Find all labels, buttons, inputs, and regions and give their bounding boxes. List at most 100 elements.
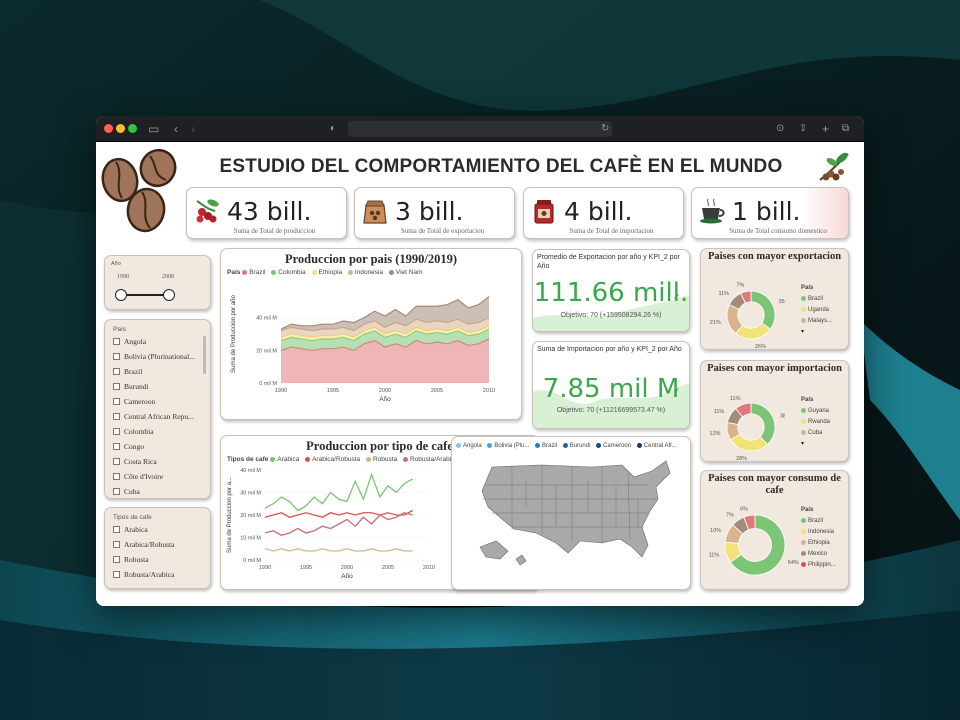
country-option[interactable]: Côte d'Ivoire xyxy=(113,471,202,486)
country-option[interactable]: Costa Rica xyxy=(113,456,202,471)
line-series-robusta[interactable] xyxy=(264,548,413,552)
donut-slice-label: 38% xyxy=(780,414,785,420)
checkbox[interactable] xyxy=(113,353,120,360)
legend-item: Central Afr... xyxy=(643,443,677,450)
country-slicer[interactable]: País Angola Bolivia (Plurinational... Br… xyxy=(104,319,211,499)
checkbox[interactable] xyxy=(113,556,120,563)
shield-icon[interactable]: ◐ xyxy=(330,123,337,134)
export-kpi-card[interactable]: Promedio de Exportacion por año y KPI_2 … xyxy=(532,249,690,332)
type-option[interactable]: Robusta xyxy=(113,554,202,569)
country-option[interactable]: Colombia xyxy=(113,426,202,441)
checkbox[interactable] xyxy=(113,398,120,405)
country-option[interactable]: Bolivia (Plurinational... xyxy=(113,351,202,366)
share-icon[interactable]: ⇪ xyxy=(799,123,808,134)
type-option[interactable]: Robusta/Arabica xyxy=(113,569,202,584)
legend-item: Indonesia xyxy=(808,529,835,535)
minimize-window-button[interactable] xyxy=(116,124,125,133)
legend-more-icon[interactable]: ▾ xyxy=(801,441,805,447)
checkbox[interactable] xyxy=(113,443,120,450)
checkbox[interactable] xyxy=(113,338,120,345)
checkbox[interactable] xyxy=(113,526,120,533)
checkbox[interactable] xyxy=(113,458,120,465)
checkbox[interactable] xyxy=(113,488,120,495)
year-slicer[interactable]: Año 1990 2008 xyxy=(104,255,211,310)
donut-slice[interactable] xyxy=(735,402,752,418)
checkbox[interactable] xyxy=(113,473,120,480)
import-donut-panel[interactable]: Paises con mayor importacion 38% 28% 12% 11… xyxy=(700,360,849,462)
kpi-card-export[interactable]: 3 bill. Suma de Total de exportacion xyxy=(354,187,515,239)
sidebar-toggle-icon[interactable]: ▭ xyxy=(148,122,160,136)
area-series-indonesia[interactable] xyxy=(281,317,489,338)
type-list: Arabica Arabica/Robusta Robusta Robusta/… xyxy=(113,524,202,584)
donut-slice[interactable] xyxy=(729,514,786,576)
x-tick-label: 1995 xyxy=(300,565,312,571)
area-series-colombia[interactable] xyxy=(281,329,489,351)
legend-item: Cuba xyxy=(808,430,823,436)
year-from-handle[interactable] xyxy=(115,289,127,301)
type-option[interactable]: Arabica xyxy=(113,524,202,539)
kpi-export-value: 3 bill. xyxy=(395,197,464,226)
forward-icon[interactable]: › xyxy=(191,122,195,136)
type-option[interactable]: Arabica/Robusta xyxy=(113,539,202,554)
country-option[interactable]: Cameroon xyxy=(113,396,202,411)
export-donut-panel[interactable]: Paises con mayor exportacion 35% 26% 21% 11… xyxy=(700,248,849,350)
country-option[interactable]: Central African Repu... xyxy=(113,411,202,426)
download-icon[interactable]: ⊙ xyxy=(776,123,785,134)
legend-item: Ethiopia xyxy=(318,269,343,276)
legend-item: Cameroon xyxy=(603,443,632,450)
production-by-country-chart[interactable]: Produccion por pais (1990/2019) País Bra… xyxy=(220,248,522,420)
consumption-donut-chart: 64% 11% 10% 7% 6% xyxy=(709,507,799,576)
area-series-line xyxy=(280,295,490,330)
back-icon[interactable]: ‹ xyxy=(174,122,178,136)
donut-slice[interactable] xyxy=(740,290,752,304)
year-to-value: 2008 xyxy=(162,274,174,280)
kpi-card-import[interactable]: 4 bill. Suma de Total de importacion xyxy=(523,187,684,239)
country-option[interactable]: Cuba xyxy=(113,486,202,501)
kpi-consumption-value: 1 bill. xyxy=(732,197,801,226)
line-series-arabica-robusta[interactable] xyxy=(264,509,413,518)
tab-overview-icon[interactable]: ⧉ xyxy=(842,123,850,134)
year-to-handle[interactable] xyxy=(163,289,175,301)
country-map[interactable]: Angola Bolivia (Plu... Brazil Burundi Ca… xyxy=(451,436,691,590)
donut-slice[interactable] xyxy=(750,402,776,446)
checkbox[interactable] xyxy=(113,571,120,578)
checkbox[interactable] xyxy=(113,541,120,548)
address-bar[interactable] xyxy=(348,121,612,137)
coffee-type-slicer[interactable]: Tipos de cafe Arabica Arabica/Robusta Ro… xyxy=(104,507,211,589)
checkbox[interactable] xyxy=(113,368,120,375)
checkbox[interactable] xyxy=(113,428,120,435)
reload-icon[interactable]: ↻ xyxy=(601,123,610,134)
line-series-arabica[interactable] xyxy=(264,472,413,512)
legend-item: Brazil xyxy=(808,518,824,524)
kpi-import-value: 4 bill. xyxy=(564,197,633,226)
legend-item: Philippin... xyxy=(808,562,836,568)
donut-slice[interactable] xyxy=(743,514,756,531)
country-option[interactable]: Congo xyxy=(113,441,202,456)
checkbox[interactable] xyxy=(113,383,120,390)
import-kpi-card[interactable]: Suma de Importacion por año y KPI_2 por … xyxy=(532,341,690,429)
line-series-robusta-arabica[interactable] xyxy=(264,512,413,536)
donut-slice-label: 6% xyxy=(740,507,748,513)
new-tab-icon[interactable]: + xyxy=(822,122,830,136)
legend-more-icon[interactable]: ▾ xyxy=(801,329,805,335)
country-option[interactable]: Angola xyxy=(113,336,202,351)
kpi-card-production[interactable]: 43 bill. Suma de Total de produccion xyxy=(186,187,347,239)
dashboard: ESTUDIO DEL COMPORTAMIENTO DEL CAFÈ EN E… xyxy=(96,142,864,606)
y-tick-label: 10 mil M xyxy=(240,536,261,542)
country-option[interactable]: Burundi xyxy=(113,381,202,396)
close-window-button[interactable] xyxy=(104,124,113,133)
legend-item: Brazil xyxy=(542,443,558,450)
year-from-value: 1990 xyxy=(117,274,129,280)
area-series-viet-nam[interactable] xyxy=(281,296,489,331)
checkbox[interactable] xyxy=(113,413,120,420)
coffee-branch-icon xyxy=(819,152,849,181)
kpi-card-consumption[interactable]: 1 bill. Suma de Total consumo domestico xyxy=(691,187,849,239)
country-option[interactable]: Brazil xyxy=(113,366,202,381)
area-series-brazil[interactable] xyxy=(281,338,489,383)
x-tick-label: 2005 xyxy=(382,565,394,571)
country-slicer-label: País xyxy=(113,326,127,333)
zoom-window-button[interactable] xyxy=(128,124,137,133)
country-list-scrollbar[interactable] xyxy=(203,336,206,374)
legend-item: Uganda xyxy=(808,307,830,313)
consumption-donut-panel[interactable]: Paises con mayor consumo de cafe 64% 11% 1… xyxy=(700,470,849,590)
